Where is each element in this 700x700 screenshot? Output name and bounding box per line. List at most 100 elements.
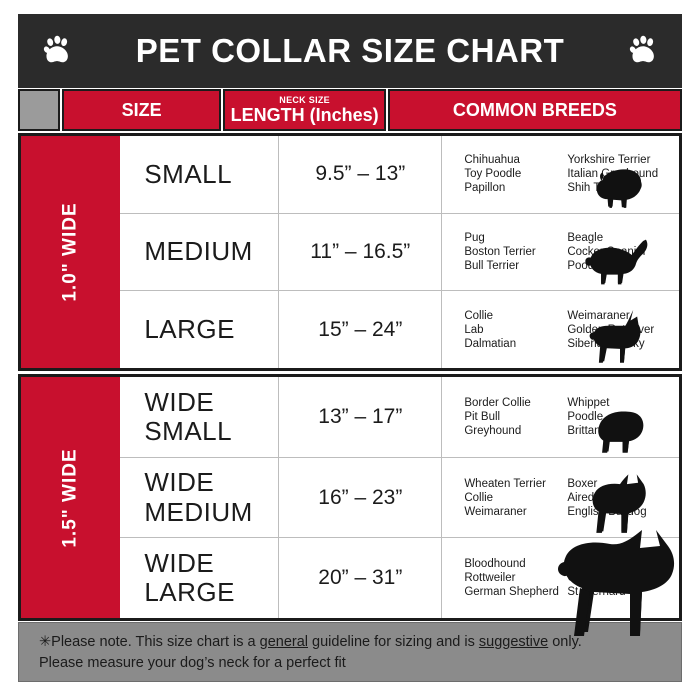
group-1-rows: SMALL 9.5” – 13” Chihuahua Toy Poodle Pa… [120, 136, 680, 369]
group-label-1-0-wide-text: 1.0" WIDE [59, 202, 81, 302]
group-label-1-5-wide-text: 1.5" WIDE [59, 447, 81, 548]
table-header-row: SIZE NECK SIZE LENGTH (Inches) COMMON BR… [18, 89, 682, 131]
footnote-line-2: Please measure your dog’s neck for a per… [39, 655, 346, 671]
breed-item: Great Dane [567, 572, 627, 585]
breed-item: Border Collie [464, 396, 531, 409]
footnote-text-a: ✳Please note. This size chart is a [39, 634, 260, 650]
breed-item: St. Bernard [567, 586, 626, 599]
breed-item: Boxer [567, 477, 598, 490]
table-row[interactable]: SMALL 9.5” – 13” Chihuahua Toy Poodle Pa… [120, 136, 679, 213]
paw-print-icon-right [626, 34, 660, 68]
column-header-size-label: SIZE [121, 99, 162, 120]
breed-item: Siberian Husky [567, 337, 645, 350]
breed-item: Boston Terrier [464, 246, 536, 258]
table-corner-cell [18, 89, 60, 131]
size-label-line1: WIDE [144, 386, 215, 417]
cell-length: 16” – 23” [279, 457, 443, 538]
breed-column-1: Border Collie Pit Bull Greyhound [464, 396, 567, 438]
cell-breeds: Border Collie Pit Bull Greyhound Whippet… [442, 377, 679, 457]
breed-column-2: Whippet Poodle Brittany [567, 396, 679, 438]
breed-item: Weimaraner [567, 309, 630, 322]
footnote-text-c: only. [548, 634, 582, 650]
breed-column-1: Pug Boston Terrier Bull Terrier [464, 231, 567, 273]
breed-item: Brittany [567, 424, 607, 437]
footnote: ✳Please note. This size chart is a gener… [18, 622, 682, 682]
page-title: PET COLLAR SIZE CHART [135, 32, 565, 69]
breed-item: Pit Bull [464, 410, 501, 423]
cell-length: 15” – 24” [279, 291, 443, 369]
table-row[interactable]: WIDE LARGE 20” – 31” Bloodhound Rottweil… [120, 537, 680, 619]
breed-column-1: Chihuahua Toy Poodle Papillon [464, 153, 567, 195]
column-header-breeds: COMMON BREEDS [387, 89, 682, 131]
breed-item: Poodle [567, 260, 604, 272]
group-1-5-inch-wide: 1.5" WIDE WIDE SMALL 13” – 17” Border Co… [18, 374, 682, 621]
cell-length: 9.5” – 13” [279, 136, 443, 213]
cell-size: WIDE MEDIUM [120, 457, 280, 538]
breed-item: German Shepherd [464, 586, 559, 599]
size-label-line1: MEDIUM [144, 236, 253, 267]
breed-column-1: Wheaten Terrier Collie Weimaraner [464, 477, 567, 519]
table-row[interactable]: WIDE SMALL 13” – 17” Border Collie Pit B… [120, 377, 679, 457]
footnote-line-1: ✳Please note. This size chart is a gener… [39, 632, 681, 653]
size-label-line1: SMALL [144, 158, 233, 189]
cell-size: LARGE [120, 291, 280, 369]
breed-item: Collie [464, 491, 494, 504]
breed-item: Wheaten Terrier [464, 477, 546, 490]
breed-item: Lab [464, 323, 484, 336]
breed-item: Yorkshire Terrier [567, 154, 651, 167]
breed-item: English Bulldog [567, 505, 647, 518]
size-label-line2: MEDIUM [144, 496, 253, 527]
breed-item: Greyhound [464, 424, 522, 437]
group-label-1-0-wide: 1.0" WIDE [21, 136, 121, 368]
group-label-1-5-wide: 1.5" WIDE [21, 377, 121, 618]
table-row[interactable]: MEDIUM 11” – 16.5” Pug Boston Terrier Bu… [120, 212, 680, 291]
breed-item: Collie [464, 309, 494, 322]
breed-item: Rottweiler [464, 572, 516, 585]
column-header-length-label: LENGTH (Inches) [230, 105, 379, 125]
chart-title-bar: PET COLLAR SIZE CHART [18, 14, 682, 88]
table-row[interactable]: WIDE MEDIUM 16” – 23” Wheaten Terrier Co… [120, 456, 680, 538]
breed-item: Dalmatian [464, 337, 517, 350]
size-label-line1: WIDE [144, 467, 215, 498]
breed-column-2: Yorkshire Terrier Italian Greyhound Shih… [567, 153, 679, 195]
footnote-underline-suggestive: suggestive [478, 634, 549, 650]
breed-item: Doberman [567, 558, 622, 571]
cell-breeds: Collie Lab Dalmatian Weimaraner Golden R… [442, 291, 679, 368]
size-label-line1: LARGE [144, 314, 235, 345]
table-row[interactable]: LARGE 15” – 24” Collie Lab Dalmatian Wei… [120, 290, 680, 369]
size-label-line2: SMALL [144, 415, 233, 446]
breed-item: Whippet [567, 396, 610, 409]
breed-item: Weimaraner [464, 505, 527, 518]
column-header-size: SIZE [61, 89, 222, 131]
breed-column-2: Beagle Cocker Spaniel Poodle [567, 231, 679, 273]
cell-breeds: Pug Boston Terrier Bull Terrier Beagle C… [442, 214, 679, 291]
cell-breeds: Chihuahua Toy Poodle Papillon Yorkshire … [442, 136, 679, 213]
breed-item: Poodle [567, 410, 604, 423]
column-header-neck-size-label: NECK SIZE [279, 95, 330, 105]
cell-size: WIDE SMALL [120, 377, 280, 457]
size-label-line2: LARGE [144, 577, 235, 608]
breed-item: Papillon [464, 182, 506, 195]
footnote-underline-general: general [259, 634, 308, 650]
breed-column-2: Doberman Great Dane St. Bernard [567, 557, 679, 599]
cell-breeds: Bloodhound Rottweiler German Shepherd Do… [442, 538, 679, 618]
breed-item: Golden Retriever [567, 323, 655, 336]
size-label-line1: WIDE [144, 548, 215, 579]
breed-item: Airedale [567, 491, 610, 504]
breed-item: Bloodhound [464, 558, 526, 571]
group-2-rows: WIDE SMALL 13” – 17” Border Collie Pit B… [120, 377, 680, 619]
cell-size: WIDE LARGE [120, 538, 280, 619]
cell-length: 20” – 31” [279, 538, 443, 619]
breed-item: Toy Poodle [464, 168, 522, 181]
breed-column-1: Collie Lab Dalmatian [464, 309, 567, 351]
column-header-breeds-label: COMMON BREEDS [452, 99, 617, 120]
size-table: SIZE NECK SIZE LENGTH (Inches) COMMON BR… [18, 89, 682, 621]
breed-item: Bull Terrier [464, 260, 520, 272]
breed-item: Italian Greyhound [567, 168, 659, 181]
group-1-0-inch-wide: 1.0" WIDE SMALL 9.5” – 13” Chihuahua Toy… [18, 133, 682, 371]
footnote-text-b: guideline for sizing and is [308, 634, 479, 650]
cell-size: SMALL [120, 136, 280, 213]
cell-breeds: Wheaten Terrier Collie Weimaraner Boxer … [442, 458, 679, 538]
breed-column-2: Weimaraner Golden Retriever Siberian Hus… [567, 309, 679, 351]
